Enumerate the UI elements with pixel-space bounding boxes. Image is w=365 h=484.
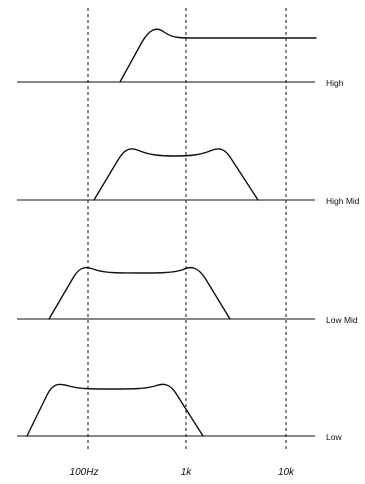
- band-low-label: Low: [326, 432, 342, 442]
- band-high-mid-response-curve: [93, 148, 259, 201]
- band-high-mid: High Mid: [17, 148, 360, 206]
- freq-label-10k: 10k: [278, 467, 295, 478]
- band-low-response-curve: [26, 383, 204, 437]
- freq-label-100hz: 100Hz: [70, 467, 99, 478]
- freq-label-1k: 1k: [181, 467, 193, 478]
- band-low-mid-label: Low Mid: [326, 315, 358, 325]
- band-low: Low: [17, 383, 342, 442]
- band-high-label: High: [326, 78, 344, 88]
- band-high-response-curve: [119, 28, 317, 83]
- band-high: High: [17, 28, 344, 88]
- band-high-mid-label: High Mid: [326, 196, 360, 206]
- band-low-mid-response-curve: [48, 266, 231, 320]
- band-low-mid: Low Mid: [17, 266, 358, 325]
